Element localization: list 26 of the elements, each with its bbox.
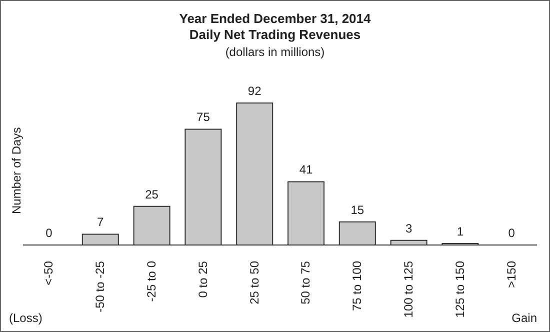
data-label: 0 bbox=[46, 226, 53, 240]
chart-title: Year Ended December 31, 2014 bbox=[178, 11, 372, 27]
data-label: 75 bbox=[196, 110, 210, 124]
x-tick-label: <-50 bbox=[42, 260, 56, 286]
data-label: 25 bbox=[145, 187, 159, 202]
data-label: 1 bbox=[456, 224, 464, 238]
data-label: 41 bbox=[299, 162, 313, 177]
x-tick-label: 50 to 75 bbox=[298, 260, 313, 304]
x-tick-label: -25 to 0 bbox=[144, 260, 158, 302]
data-label: 3 bbox=[405, 221, 412, 236]
data-label: 15 bbox=[350, 202, 364, 217]
x-tick-label: 100 to 125 bbox=[402, 260, 416, 318]
y-axis-title: Number of Days bbox=[9, 127, 24, 214]
text: (dollars in millions) bbox=[224, 45, 326, 59]
x-tick-label: -50 to -25 bbox=[93, 260, 108, 312]
chart-subtitle: Daily Net Trading Revenues bbox=[188, 27, 362, 43]
x-tick-label: >150 bbox=[504, 260, 518, 288]
data-label: 92 bbox=[248, 84, 262, 98]
text: Gain bbox=[512, 311, 537, 325]
text: (Loss) bbox=[9, 311, 42, 325]
x-tick-label: 125 to 150 bbox=[452, 260, 467, 318]
x-tick-label: 75 to 100 bbox=[350, 260, 364, 312]
data-label: 0 bbox=[508, 226, 516, 240]
data-label: 7 bbox=[97, 215, 104, 230]
x-tick-label: 25 to 50 bbox=[247, 260, 262, 304]
x-tick-label: 0 to 25 bbox=[196, 260, 210, 298]
